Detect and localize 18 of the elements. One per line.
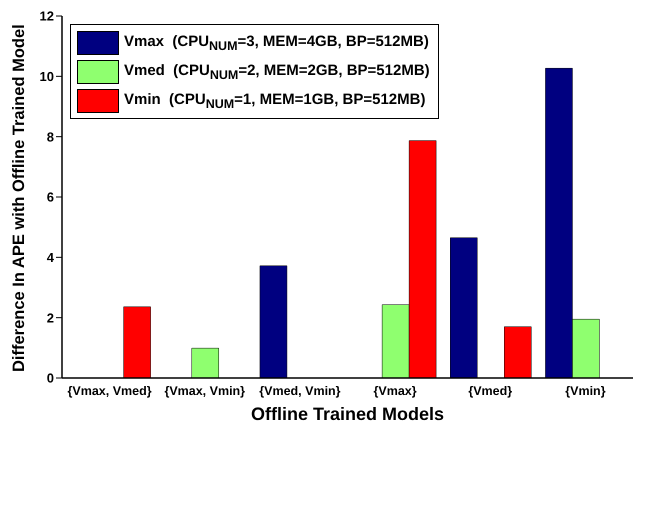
y-tick-label: 12 <box>40 8 54 24</box>
x-tick-label: {Vmed} <box>468 384 512 398</box>
y-tick-label: 0 <box>46 370 54 386</box>
legend-label: Vmin (CPU$_{NUM}$=1, MEM=1GB, BP=512MB) <box>124 90 426 110</box>
y-tick-label: 2 <box>46 310 54 326</box>
x-tick-label: {Vmax, Vmin} <box>164 384 246 398</box>
x-tick-label: {Vmax, Vmed} <box>68 384 152 398</box>
legend-label: Vmax (CPU$_{NUM}$=3, MEM=4GB, BP=512MB) <box>124 32 429 52</box>
x-tick-label: {Vmin} <box>565 384 606 398</box>
y-axis-title: Difference In APE with Offline Trained Model <box>10 24 28 372</box>
y-tick-label: 4 <box>46 250 55 265</box>
y-tick-label: 10 <box>40 68 54 84</box>
y-tick-label: 8 <box>46 129 54 144</box>
x-tick-label: {Vmed, Vmin} <box>259 384 341 398</box>
y-tick-label: 6 <box>46 190 54 205</box>
x-axis-title: Offline Trained Models <box>250 404 444 424</box>
x-tick-label: {Vmax} <box>374 384 417 398</box>
legend-label: Vmed (CPU$_{NUM}$=2, MEM=2GB, BP=512MB) <box>124 62 430 82</box>
